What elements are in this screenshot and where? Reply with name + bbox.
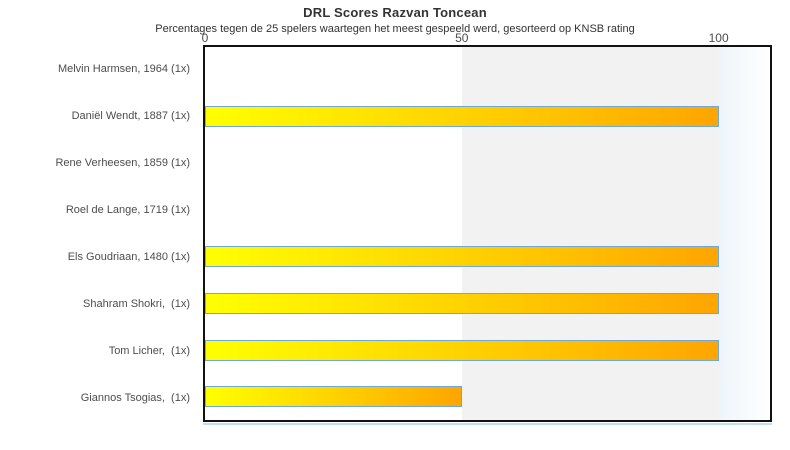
plot-area [203, 45, 772, 422]
bar-row [205, 234, 770, 281]
category-label: Els Goudriaan, 1480 (1x) [67, 251, 190, 264]
category-label: Giannos Tsogias, (1x) [80, 392, 190, 405]
bar-row [205, 47, 770, 94]
chart-title: DRL Scores Razvan Toncean [303, 5, 487, 20]
x-axis: 0 50 100 [201, 31, 770, 45]
bar-row [205, 327, 770, 374]
category-label: Tom Licher, (1x) [108, 345, 190, 358]
bar-row [205, 280, 770, 327]
category-label: Roel de Lange, 1719 (1x) [65, 203, 190, 216]
bar-tom-licher [205, 339, 719, 361]
bar-shahram-shokri [205, 292, 719, 314]
bar-row [205, 140, 770, 187]
x-tick-label-100: 100 [708, 31, 729, 45]
bar-row [205, 373, 770, 420]
bar-els-goudriaan [205, 246, 719, 268]
bar-giannos-tsogias [205, 386, 462, 408]
x-tick-label-0: 0 [201, 31, 209, 45]
band-overflow [718, 47, 770, 420]
category-label: Shahram Shokri, (1x) [83, 298, 190, 311]
bar-rows [205, 47, 770, 420]
category-label: Rene Verheesen, 1859 (1x) [55, 156, 190, 169]
bar-daniel-wendt [205, 106, 719, 128]
x-tick-label-50: 50 [455, 31, 469, 45]
bar-row [205, 94, 770, 141]
bar-row [205, 187, 770, 234]
category-label: Melvin Harmsen, 1964 (1x) [57, 62, 190, 75]
category-labels: Melvin Harmsen, 1964 (1x) Daniël Wendt, … [0, 45, 190, 422]
category-label: Daniël Wendt, 1887 (1x) [71, 109, 190, 122]
chart-subtitle: Percentages tegen de 25 spelers waartege… [155, 23, 635, 35]
plot-bottom-shadow [203, 423, 772, 425]
